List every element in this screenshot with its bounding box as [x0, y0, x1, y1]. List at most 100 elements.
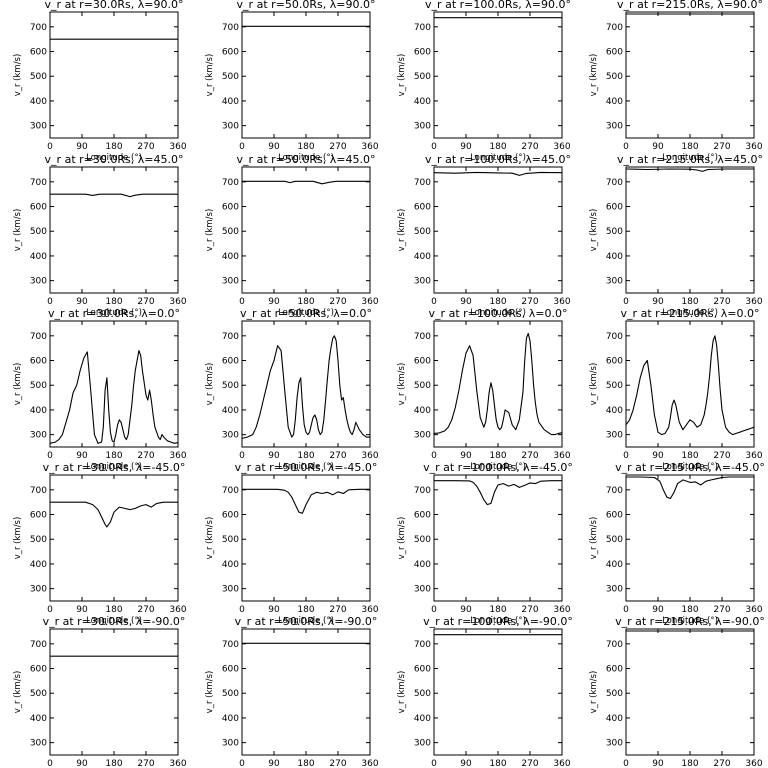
- x-axis-label: Longitude (°): [278, 616, 334, 626]
- y-tick-label: 700: [414, 640, 431, 650]
- y-tick-label: 600: [30, 511, 47, 521]
- x-tick-label: 90: [76, 605, 88, 615]
- y-axis-label: v_r (km/s): [205, 54, 215, 97]
- x-tick-label: 90: [652, 142, 664, 152]
- panel-0-2: v_r at r=100.0Rs, λ=90.0° 0 90 180 270 360 300…: [397, 0, 571, 163]
- y-tick-label: 500: [30, 227, 47, 237]
- x-tick-label: 90: [76, 297, 88, 307]
- plot-frame: [241, 474, 371, 602]
- y-tick-label: 300: [414, 122, 431, 132]
- x-tick-label: 270: [521, 297, 538, 307]
- y-axis-label: v_r (km/s): [13, 209, 23, 252]
- panel-title: v_r at r=50.0Rs, λ=0.0°: [240, 307, 372, 320]
- x-tick-label: 360: [361, 759, 378, 768]
- y-tick-label: 400: [222, 406, 239, 416]
- plot-frame: [241, 11, 371, 139]
- y-tick-label: 500: [30, 535, 47, 545]
- y-axis-label: v_r (km/s): [397, 671, 407, 714]
- x-tick-label: 0: [47, 605, 53, 615]
- x-tick-label: 180: [681, 451, 698, 461]
- y-tick-label: 300: [222, 739, 239, 749]
- x-tick-label: 0: [431, 451, 437, 461]
- x-axis-label: Longitude (°): [86, 308, 142, 318]
- x-tick-label: 360: [745, 451, 762, 461]
- y-tick-label: 700: [414, 332, 431, 342]
- plot-frame: [433, 474, 563, 602]
- y-tick-label: 500: [222, 381, 239, 391]
- x-tick-label: 360: [169, 297, 186, 307]
- x-tick-label: 180: [105, 297, 122, 307]
- y-tick-label: 700: [606, 640, 623, 650]
- x-tick-label: 180: [489, 759, 506, 768]
- x-tick-label: 360: [553, 142, 570, 152]
- y-tick-label: 700: [606, 178, 623, 188]
- y-tick-label: 500: [606, 227, 623, 237]
- y-tick-label: 400: [414, 560, 431, 570]
- x-tick-label: 0: [239, 605, 245, 615]
- y-tick-label: 400: [30, 252, 47, 262]
- y-tick-label: 700: [414, 23, 431, 33]
- x-tick-label: 270: [521, 142, 538, 152]
- x-tick-label: 0: [623, 297, 629, 307]
- panel-4-0: v_r at r=30.0Rs, λ=-90.0° 0 90 180 270 360 300…: [13, 615, 187, 768]
- x-tick-label: 0: [623, 451, 629, 461]
- x-tick-label: 0: [47, 297, 53, 307]
- plot-frame: [625, 320, 755, 448]
- y-axis-label: v_r (km/s): [397, 209, 407, 252]
- y-tick-label: 300: [606, 739, 623, 749]
- x-tick-label: 360: [553, 605, 570, 615]
- panel-3-3: v_r at r=215.0Rs, λ=-45.0° 0 90 180 270 360 30…: [589, 461, 765, 626]
- y-tick-label: 600: [414, 48, 431, 58]
- x-tick-label: 0: [431, 142, 437, 152]
- x-tick-label: 180: [297, 142, 314, 152]
- y-tick-label: 300: [606, 277, 623, 287]
- panel-2-0: v_r at r=30.0Rs, λ=0.0° 0 90 180 270 360 300 40…: [13, 307, 187, 472]
- x-tick-label: 270: [329, 451, 346, 461]
- x-tick-label: 90: [268, 605, 280, 615]
- x-tick-label: 180: [681, 605, 698, 615]
- y-tick-label: 600: [30, 203, 47, 213]
- x-tick-label: 270: [137, 451, 154, 461]
- y-tick-label: 300: [222, 277, 239, 287]
- y-tick-label: 600: [222, 665, 239, 675]
- x-tick-label: 360: [361, 297, 378, 307]
- x-tick-label: 90: [460, 759, 472, 768]
- plot-frame: [241, 320, 371, 448]
- series-line: [49, 350, 179, 444]
- y-tick-label: 500: [606, 381, 623, 391]
- panel-title: v_r at r=30.0Rs, λ=90.0°: [45, 0, 184, 11]
- x-tick-label: 0: [239, 759, 245, 768]
- panel-title: v_r at r=50.0Rs, λ=90.0°: [237, 0, 376, 11]
- y-tick-label: 700: [222, 486, 239, 496]
- y-tick-label: 300: [30, 277, 47, 287]
- y-tick-label: 400: [414, 97, 431, 107]
- y-tick-label: 400: [606, 252, 623, 262]
- plot-frame: [625, 11, 755, 139]
- y-axis-label: v_r (km/s): [589, 363, 599, 406]
- x-axis-label: Longitude (°): [662, 308, 718, 318]
- y-axis-label: v_r (km/s): [397, 517, 407, 560]
- x-tick-label: 0: [239, 142, 245, 152]
- plot-frame: [49, 628, 179, 756]
- x-tick-label: 0: [239, 451, 245, 461]
- x-tick-label: 270: [329, 142, 346, 152]
- x-axis-label: Longitude (°): [470, 462, 526, 472]
- y-axis-label: v_r (km/s): [13, 671, 23, 714]
- x-tick-label: 180: [681, 297, 698, 307]
- plot-frame: [433, 166, 563, 294]
- x-tick-label: 90: [652, 297, 664, 307]
- series-line: [241, 335, 370, 439]
- y-tick-label: 600: [414, 203, 431, 213]
- plot-frame: [625, 628, 755, 756]
- y-tick-label: 600: [606, 203, 623, 213]
- panel-1-0: v_r at r=30.0Rs, λ=45.0° 0 90 180 270 360 300 4…: [13, 153, 187, 318]
- y-tick-label: 500: [606, 535, 623, 545]
- y-tick-label: 400: [222, 560, 239, 570]
- y-axis-label: v_r (km/s): [589, 209, 599, 252]
- series-line: [433, 332, 563, 436]
- panel-title: v_r at r=215.0Rs, λ=-45.0°: [615, 461, 765, 474]
- panel-2-3: v_r at r=215.0Rs, λ=0.0° 0 90 180 270 360 300 4…: [589, 307, 763, 472]
- panel-title: v_r at r=100.0Rs, λ=45.0°: [425, 153, 571, 166]
- y-tick-label: 300: [414, 277, 431, 287]
- y-axis-label: v_r (km/s): [205, 363, 215, 406]
